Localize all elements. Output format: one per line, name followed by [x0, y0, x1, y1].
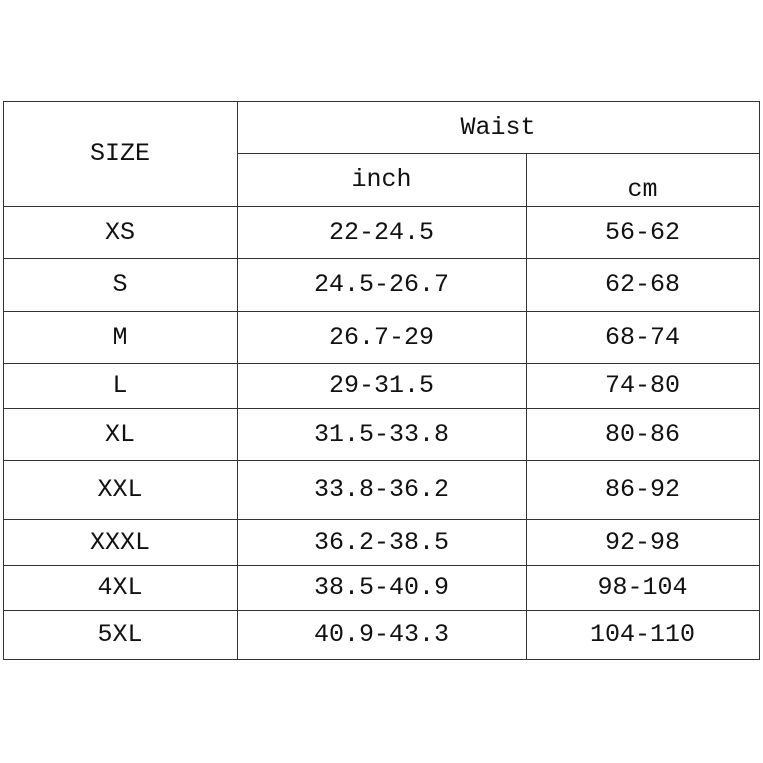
cell-cm: 62-68: [604, 270, 680, 299]
cell-cm: 86-92: [604, 475, 680, 504]
cell-size: M: [112, 322, 128, 352]
cell-cm: 74-80: [604, 371, 680, 400]
waist-header: Waist: [460, 112, 536, 142]
cell-cm: 98-104: [597, 573, 688, 602]
cell-size: XXL: [97, 475, 143, 504]
cell-size: XL: [104, 419, 135, 449]
table-border: [526, 153, 527, 660]
cell-size: 4XL: [97, 573, 143, 602]
table-border: [3, 311, 760, 312]
table-border: [3, 101, 4, 660]
cell-cm: 68-74: [604, 322, 680, 352]
table-border: [3, 101, 760, 102]
table-border: [3, 206, 760, 207]
cell-size: S: [112, 270, 128, 299]
cell-inch: 22-24.5: [328, 217, 435, 247]
cell-inch: 26.7-29: [328, 322, 435, 352]
cell-inch: 36.2-38.5: [313, 527, 450, 557]
cell-inch: 38.5-40.9: [313, 573, 450, 602]
table-border: [3, 565, 760, 566]
cell-size: 5XL: [97, 620, 143, 649]
table-border: [3, 659, 760, 660]
table-border: [759, 101, 760, 660]
table-border: [3, 258, 760, 259]
table-border: [3, 408, 760, 409]
cell-size: XS: [104, 217, 135, 247]
cell-inch: 29-31.5: [328, 371, 435, 400]
cell-inch: 33.8-36.2: [313, 475, 450, 504]
cell-cm: 80-86: [604, 419, 680, 449]
table-border: [237, 153, 760, 154]
cell-cm: 92-98: [604, 527, 680, 557]
table-border: [3, 519, 760, 520]
table-border: [3, 460, 760, 461]
table-border: [3, 610, 760, 611]
cell-cm: 56-62: [604, 217, 680, 247]
cell-inch: 40.9-43.3: [313, 620, 450, 649]
table-border: [3, 363, 760, 364]
inch-header: inch: [351, 165, 412, 194]
cell-size: XXXL: [89, 527, 150, 557]
cell-inch: 24.5-26.7: [313, 270, 450, 299]
cell-size: L: [112, 371, 128, 400]
table-border: [237, 101, 238, 660]
size-header: SIZE: [89, 139, 150, 168]
cell-cm: 104-110: [589, 620, 696, 649]
cell-inch: 31.5-33.8: [313, 419, 450, 449]
cm-header: cm: [627, 175, 658, 204]
